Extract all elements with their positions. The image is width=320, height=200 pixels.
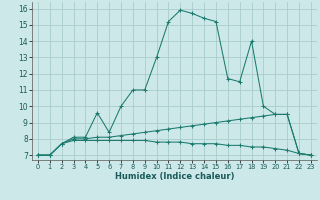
X-axis label: Humidex (Indice chaleur): Humidex (Indice chaleur) bbox=[115, 172, 234, 181]
